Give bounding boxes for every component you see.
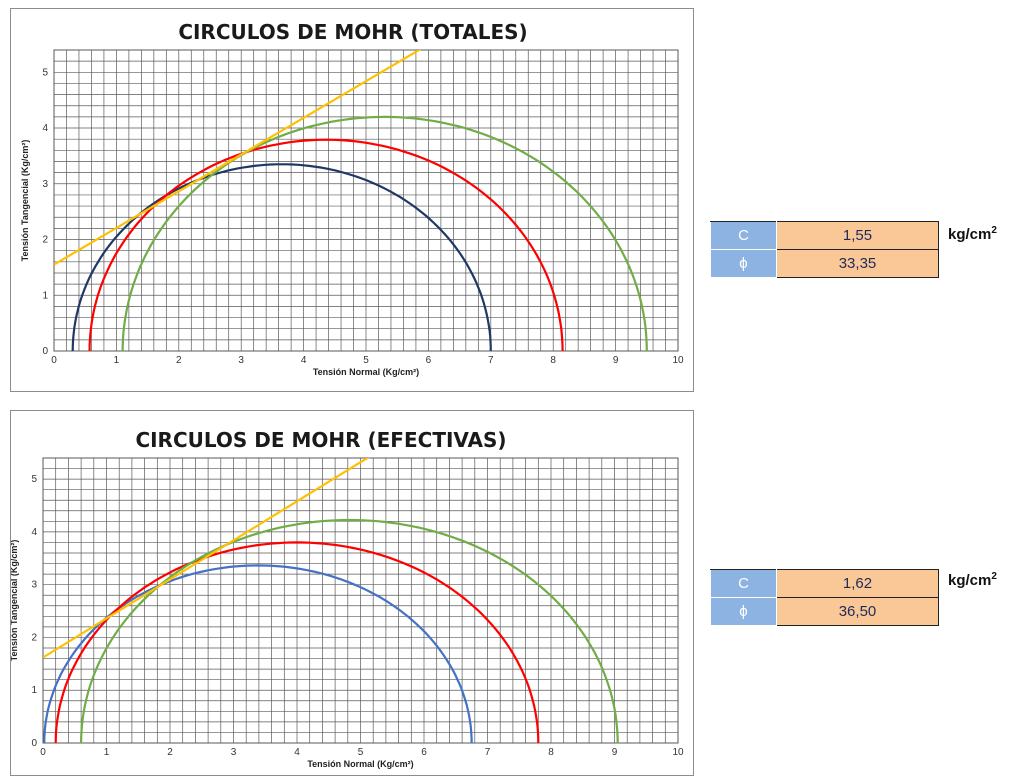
failure-envelope-line bbox=[54, 50, 422, 266]
x-tick-label: 4 bbox=[294, 747, 300, 758]
chart-title: CIRCULOS DE MOHR (EFECTIVAS) bbox=[135, 428, 506, 452]
x-axis-label: Tensión Normal (Kg/cm²) bbox=[307, 759, 413, 769]
x-tick-label: 3 bbox=[238, 355, 244, 366]
x-tick-label: 7 bbox=[485, 747, 491, 758]
cohesion-symbol: C bbox=[710, 221, 777, 250]
y-tick-label: 5 bbox=[42, 67, 48, 78]
strength-params-totales: C 1,55 ϕ 33,35 bbox=[710, 221, 939, 278]
y-tick-label: 4 bbox=[31, 527, 37, 538]
unit-exponent: 2 bbox=[991, 571, 997, 582]
x-tick-label: 5 bbox=[363, 355, 369, 366]
mohr-circle-1 bbox=[71, 163, 492, 351]
cohesion-symbol: C bbox=[710, 569, 777, 598]
cohesion-unit: kg/cm2 bbox=[948, 225, 997, 243]
x-tick-label: 1 bbox=[114, 355, 120, 366]
x-tick-label: 4 bbox=[301, 355, 307, 366]
y-tick-label: 1 bbox=[31, 685, 37, 696]
mohr-chart-efectivas-svg: CIRCULOS DE MOHR (EFECTIVAS) 0 1 2 3 4 5 6 7 8 9 1… bbox=[11, 428, 684, 769]
x-tick-label: 5 bbox=[358, 747, 364, 758]
cohesion-row: C 1,55 bbox=[710, 221, 939, 250]
mohr-chart-totales: CIRCULOS DE MOHR (TOTALES) 0 1 2 3 4 5 6 7 8 9 10 0… bbox=[10, 8, 694, 392]
x-tick-label: 3 bbox=[231, 747, 237, 758]
unit-text: kg/cm bbox=[948, 572, 992, 589]
mohr-circle-3 bbox=[80, 518, 619, 743]
y-tick-label: 5 bbox=[31, 474, 37, 485]
x-tick-label: 2 bbox=[176, 355, 182, 366]
x-tick-label: 6 bbox=[426, 355, 432, 366]
y-tick-label: 3 bbox=[31, 580, 37, 591]
mohr-circle-3 bbox=[121, 115, 648, 351]
mohr-circle-1 bbox=[43, 564, 473, 743]
y-axis-label: Tensión Tangencial (Kg/cm²) bbox=[20, 140, 30, 262]
y-tick-label: 2 bbox=[31, 632, 37, 643]
friction-angle-row: ϕ 33,35 bbox=[710, 249, 939, 278]
cohesion-value: 1,62 bbox=[776, 569, 939, 598]
x-tick-label: 0 bbox=[40, 747, 46, 758]
cohesion-unit: kg/cm2 bbox=[948, 571, 997, 589]
x-tick-label: 8 bbox=[548, 747, 554, 758]
y-axis-label: Tensión Tangencial (Kg/cm²) bbox=[11, 540, 19, 662]
x-tick-label: 10 bbox=[672, 355, 684, 366]
x-tick-label: 6 bbox=[421, 747, 427, 758]
x-tick-label: 2 bbox=[167, 747, 173, 758]
cohesion-row: C 1,62 bbox=[710, 569, 939, 598]
mohr-chart-efectivas: CIRCULOS DE MOHR (EFECTIVAS) 0 1 2 3 4 5 6 7 8 9 1… bbox=[10, 410, 694, 776]
phi-symbol: ϕ bbox=[710, 249, 777, 278]
y-tick-label: 1 bbox=[42, 290, 48, 301]
y-tick-label: 4 bbox=[42, 123, 48, 134]
y-tick-label: 0 bbox=[31, 738, 37, 749]
mohr-circle-2 bbox=[54, 541, 540, 743]
friction-angle-value: 33,35 bbox=[776, 249, 939, 278]
x-tick-label: 7 bbox=[488, 355, 494, 366]
failure-envelope-line bbox=[43, 458, 370, 659]
y-tick-label: 0 bbox=[42, 346, 48, 357]
x-tick-label: 9 bbox=[612, 747, 618, 758]
x-axis-label: Tensión Normal (Kg/cm²) bbox=[313, 367, 419, 377]
grid bbox=[42, 457, 679, 744]
unit-text: kg/cm bbox=[948, 226, 992, 243]
x-tick-label: 10 bbox=[672, 747, 684, 758]
unit-exponent: 2 bbox=[991, 225, 997, 236]
x-tick-label: 8 bbox=[550, 355, 556, 366]
y-tick-label: 2 bbox=[42, 235, 48, 246]
strength-params-efectivas: C 1,62 ϕ 36,50 bbox=[710, 569, 939, 626]
friction-angle-value: 36,50 bbox=[776, 597, 939, 626]
mohr-chart-totales-svg: CIRCULOS DE MOHR (TOTALES) 0 1 2 3 4 5 6 7 8 9 10 0… bbox=[20, 20, 684, 377]
phi-symbol: ϕ bbox=[710, 597, 777, 626]
y-tick-label: 3 bbox=[42, 179, 48, 190]
x-tick-label: 0 bbox=[51, 355, 57, 366]
mohr-circle-2 bbox=[88, 138, 564, 351]
cohesion-value: 1,55 bbox=[776, 221, 939, 250]
x-tick-label: 9 bbox=[613, 355, 619, 366]
x-tick-label: 1 bbox=[104, 747, 110, 758]
friction-angle-row: ϕ 36,50 bbox=[710, 597, 939, 626]
chart-title: CIRCULOS DE MOHR (TOTALES) bbox=[178, 20, 527, 44]
